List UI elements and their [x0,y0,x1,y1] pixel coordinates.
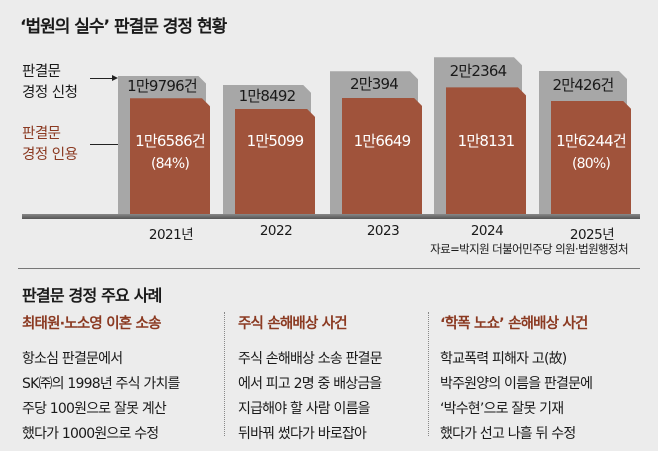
bar-accepted-label: 1만8131 [457,132,516,150]
legend-accepted-line2: 경정 인용 [22,147,78,163]
case-title: 주식 손해배상 사건 [238,316,348,332]
case-line: 했다가 선고 나흘 뒤 수정 [440,426,576,442]
column-divider [428,312,429,436]
legend-accepted-line1: 판결문 [22,126,61,142]
source-note: 자료=박지원 더불어민주당 의원·법원행정처 [430,242,628,256]
column-divider [224,312,225,436]
x-tick-label: 2024 [470,223,504,239]
bar-requested-label: 2만426건 [552,75,615,94]
bar-accepted [551,101,631,216]
case-3: ‘학폭 노쇼’ 손해배상 사건 학교폭력 피해자 고(故) 박주원양의 이름을 … [440,312,650,447]
case-line: 뒤바꿔 썼다가 바로잡아 [238,426,367,442]
case-line: 주식 손해배상 소송 판결문 [238,351,383,367]
bar-requested-label: 1만8492 [238,86,297,105]
case-1: 최태원·노소영 이혼 소송 항소심 판결문에서 SK㈜의 1998년 주식 가치… [22,312,212,447]
legend-accepted: 판결문 경정 인용 [22,124,78,166]
bar-accepted-percent: (84%) [150,156,190,172]
case-title: 최태원·노소영 이혼 소송 [22,316,161,332]
case-line: 학교폭력 피해자 고(故) [440,351,567,367]
case-2: 주식 손해배상 사건 주식 손해배상 소송 판결문 에서 피고 2명 중 배상금… [238,312,428,447]
case-body: 학교폭력 피해자 고(故) 박주원양의 이름을 판결문에 ‘박수현’으로 잘못 … [440,347,650,447]
bar-accepted-label: 1만6244건 [556,132,627,150]
case-line: ‘박수현’으로 잘못 기재 [440,401,564,417]
case-body: 주식 손해배상 소송 판결문 에서 피고 2명 중 배상금을 지급해야 할 사람… [238,347,428,447]
case-title: ‘학폭 노쇼’ 손해배상 사건 [440,316,588,332]
bar-accepted-label: 1만5099 [246,132,305,150]
case-line: 항소심 판결문에서 [22,351,123,367]
case-body: 항소심 판결문에서 SK㈜의 1998년 주식 가치를 주당 100원으로 잘못… [22,347,212,447]
bar-accepted [342,98,422,216]
chart-title: ‘법원의 실수’ 판결문 경정 현황 [20,17,227,37]
cases-section-title: 판결문 경정 주요 사례 [22,286,162,305]
x-tick-label: 2025년 [569,227,615,243]
x-tick-label: 2022 [259,223,293,239]
bar-accepted-label: 1만6586건 [135,132,206,150]
case-line: 지급해야 할 사람 이름을 [238,401,371,417]
chart-baseline [22,214,640,219]
case-line: 박주원양의 이름을 판결문에 [440,376,593,392]
x-tick-label: 2021년 [148,227,194,243]
bar-accepted-percent: (80%) [571,156,611,172]
case-line: SK㈜의 1998년 주식 가치를 [22,376,180,392]
x-tick-label: 2023 [366,223,400,239]
legend-requested-line1: 판결문 [22,64,61,80]
case-line: 했다가 1000원으로 수정 [22,426,159,442]
bar-accepted-label: 1만6649 [353,132,412,150]
bar-accepted [446,87,526,216]
section-divider [18,268,640,269]
bar-requested-label: 1만9796건 [127,76,198,95]
arrow-requested-icon [90,75,118,81]
case-line: 에서 피고 2명 중 배상금을 [238,376,382,392]
case-line: 주당 100원으로 잘못 계산 [22,401,167,417]
legend-requested-line2: 경정 신청 [22,85,78,101]
legend-requested: 판결문 경정 신청 [22,62,78,104]
bar-accepted [235,109,315,216]
bar-accepted [130,98,210,216]
bar-requested-label: 2만2364 [449,62,508,81]
bar-requested-label: 2만394 [350,74,399,93]
